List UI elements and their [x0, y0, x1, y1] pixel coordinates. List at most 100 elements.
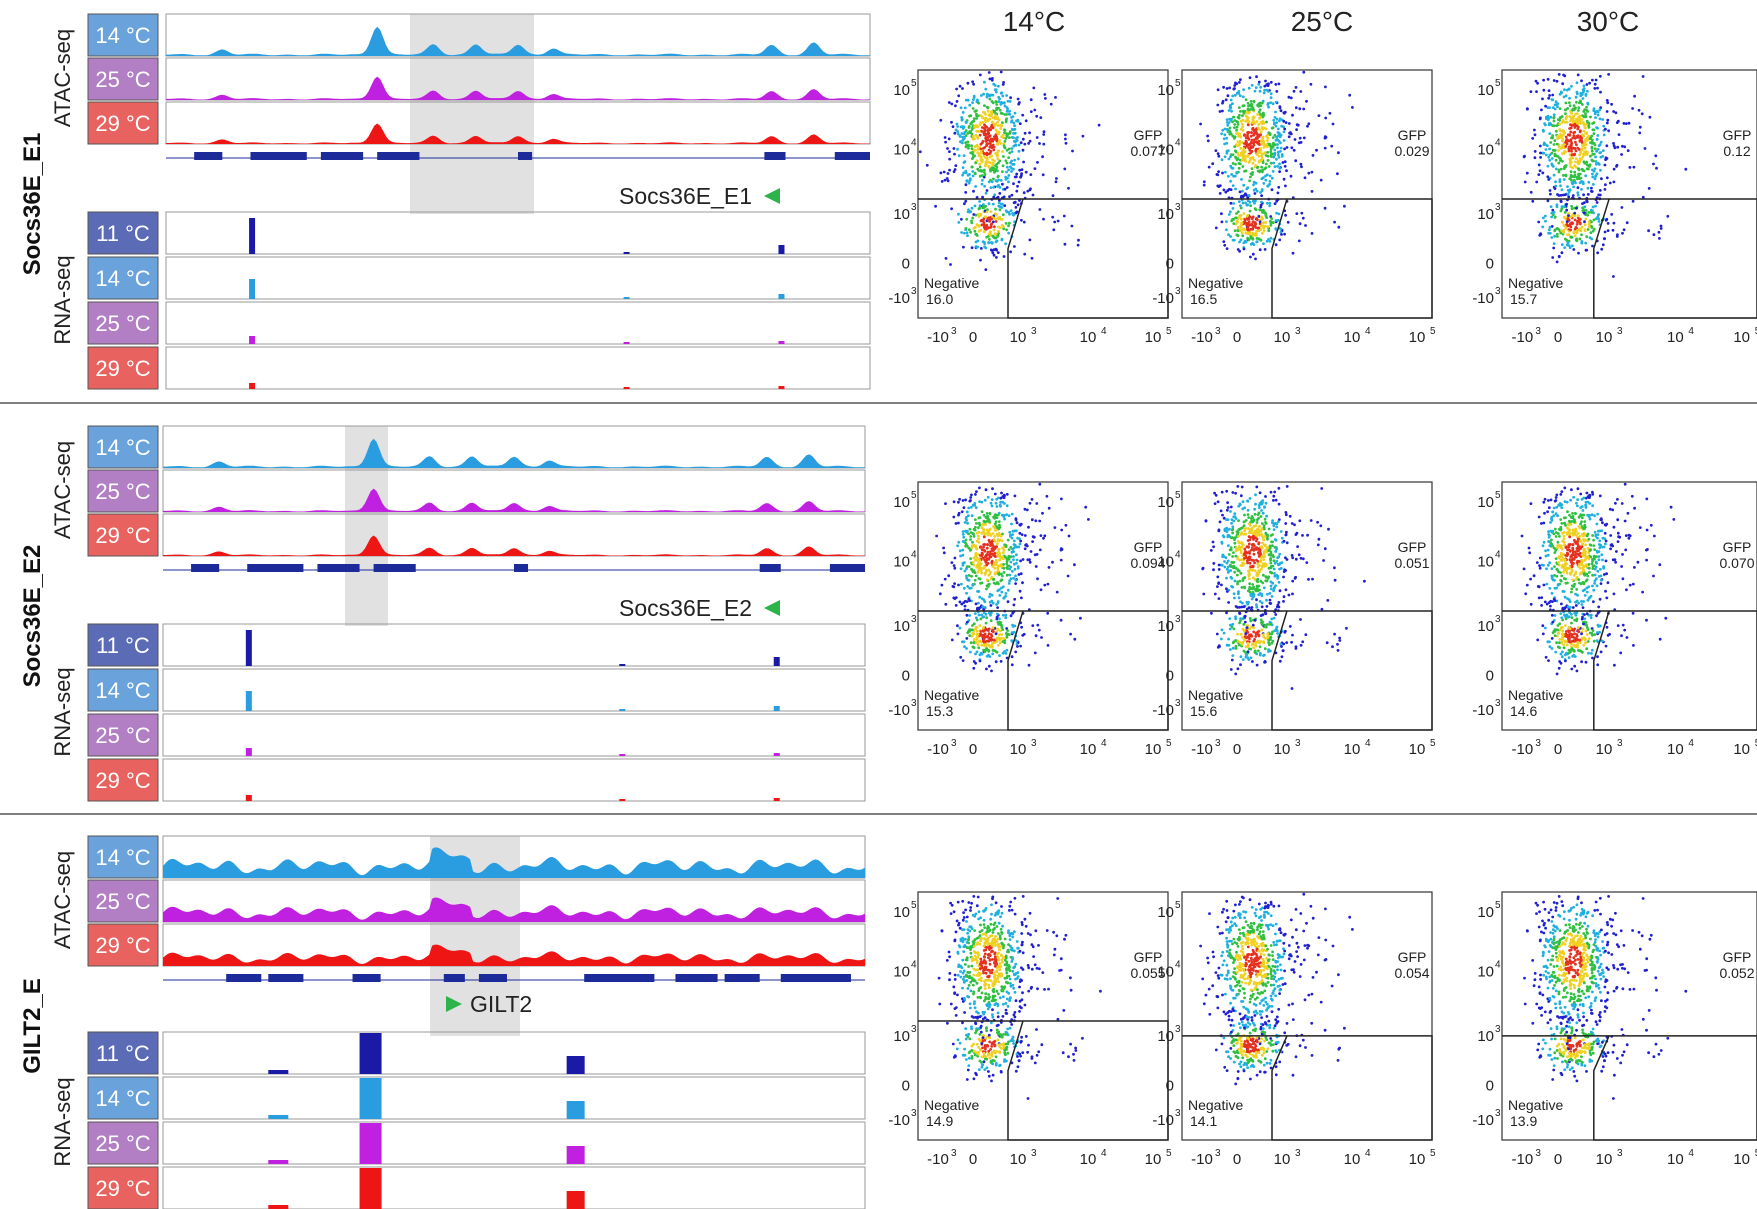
y-tick-exponent: 4: [1495, 137, 1501, 148]
scatter-point: [1581, 209, 1585, 213]
scatter-point: [1248, 587, 1251, 591]
scatter-point: [1038, 482, 1042, 486]
scatter-point: [971, 80, 974, 84]
scatter-point: [1227, 569, 1231, 573]
scatter-point: [1578, 535, 1582, 538]
scatter-point: [983, 206, 986, 209]
scatter-point: [1257, 593, 1261, 597]
scatter-point: [1564, 226, 1568, 230]
scatter-point: [1301, 640, 1305, 644]
scatter-point: [1018, 531, 1022, 535]
scatter-point: [1564, 624, 1567, 627]
scatter-point: [997, 95, 1001, 99]
scatter-point: [1255, 584, 1259, 588]
scatter-point: [950, 638, 954, 642]
scatter-point: [1550, 225, 1554, 228]
scatter-point: [1269, 215, 1273, 218]
scatter-point: [1279, 133, 1283, 137]
scatter-point: [993, 232, 997, 236]
scatter-point: [1585, 633, 1589, 636]
scatter-point: [975, 490, 978, 493]
scatter-point: [1255, 603, 1258, 607]
scatter-point: [1273, 148, 1277, 152]
scatter-point: [1562, 215, 1566, 219]
scatter-point: [1219, 637, 1223, 641]
scatter-point: [1294, 86, 1298, 89]
scatter-point: [1584, 140, 1587, 144]
scatter-point: [997, 106, 1000, 110]
scatter-point: [1537, 596, 1541, 600]
scatter-point: [1064, 133, 1067, 137]
scatter-point: [1558, 180, 1562, 184]
scatter-point: [1267, 553, 1271, 557]
scatter-point: [1257, 639, 1260, 643]
scatter-point: [1552, 115, 1556, 119]
scatter-point: [1572, 134, 1576, 138]
y-tick-exponent: 4: [1175, 137, 1181, 148]
scatter-point: [1000, 238, 1004, 242]
scatter-point: [975, 638, 979, 641]
scatter-point: [1243, 150, 1247, 154]
scatter-point: [993, 641, 997, 644]
scatter-point: [1271, 533, 1274, 536]
scatter-point: [1277, 580, 1281, 584]
scatter-point: [1097, 123, 1101, 127]
scatter-point: [1278, 117, 1282, 121]
scatter-point: [1234, 639, 1238, 642]
scatter-point: [980, 643, 984, 647]
scatter-point: [1268, 174, 1272, 178]
scatter-point: [1232, 87, 1236, 91]
scatter-point: [972, 666, 976, 670]
scatter-point: [1560, 243, 1564, 247]
scatter-point: [992, 228, 996, 232]
scatter-point: [972, 189, 975, 193]
scatter-point: [1577, 106, 1581, 110]
scatter-point: [952, 596, 956, 600]
scatter-point: [953, 152, 956, 156]
scatter-point: [1580, 79, 1583, 83]
scatter-point: [1557, 149, 1560, 152]
scatter-point: [1010, 522, 1013, 526]
scatter-point: [1229, 179, 1232, 183]
scatter-point: [989, 619, 993, 623]
scatter-point: [1032, 535, 1036, 539]
scatter-point: [1228, 86, 1231, 90]
x-tick-exponent: 5: [1166, 738, 1172, 749]
scatter-point: [1073, 563, 1076, 567]
scatter-point: [1005, 228, 1008, 232]
scatter-point: [990, 167, 994, 170]
scatter-point: [1282, 130, 1286, 134]
scatter-point: [971, 540, 974, 544]
scatter-point: [988, 97, 992, 101]
scatter-point: [965, 180, 969, 183]
scatter-point: [998, 638, 1002, 642]
scatter-point: [1255, 120, 1259, 123]
scatter-point: [1247, 516, 1251, 519]
scatter-point: [1241, 165, 1245, 168]
scatter-point: [1570, 244, 1574, 248]
scatter-point: [1248, 552, 1251, 555]
scatter-point: [1238, 621, 1241, 625]
scatter-point: [1255, 652, 1259, 656]
scatter-point: [994, 236, 998, 240]
scatter-point: [1611, 508, 1615, 512]
scatter-point: [1252, 532, 1256, 535]
scatter-point: [988, 520, 991, 524]
scatter-point: [1029, 98, 1033, 102]
scatter-point: [966, 81, 970, 85]
scatter-point: [982, 147, 985, 150]
scatter-point: [1588, 81, 1591, 85]
scatter-point: [1267, 105, 1270, 109]
scatter-point: [993, 535, 996, 538]
scatter-point: [1336, 642, 1339, 646]
scatter-point: [1557, 194, 1561, 197]
scatter-point: [1600, 247, 1604, 251]
scatter-point: [1290, 554, 1294, 557]
scatter-point: [1568, 133, 1572, 137]
scatter-point: [1589, 115, 1592, 119]
scatter-point: [1231, 134, 1235, 138]
rna-peak: [773, 753, 780, 756]
scatter-point: [973, 137, 976, 141]
scatter-point: [1593, 112, 1597, 116]
